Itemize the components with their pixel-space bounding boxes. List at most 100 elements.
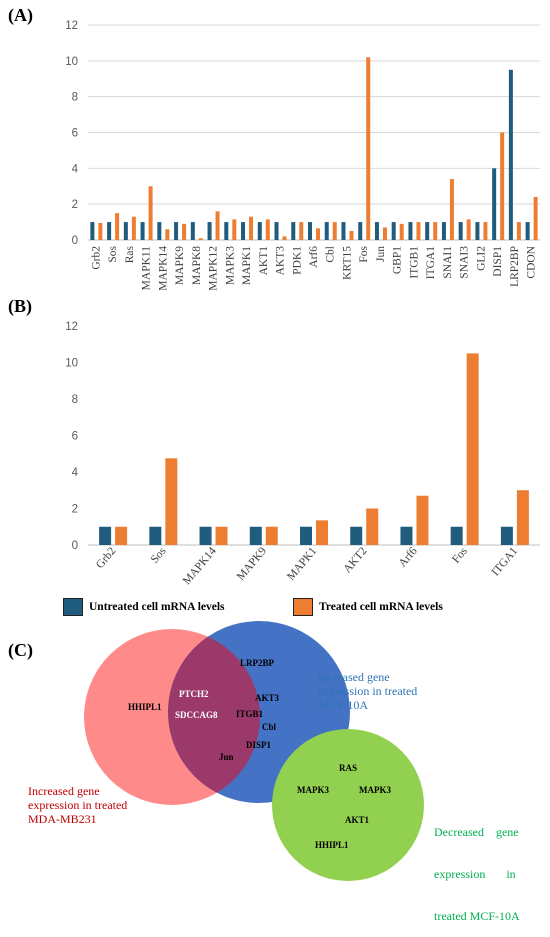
panel-label-c: (C) [8,640,33,660]
venn-caption-red: Increased gene expression in treated MDA… [28,784,127,826]
chart-a-bar-treated-mapk12 [215,211,220,240]
chart-a-bar-untreated-itga1 [425,222,430,240]
chart-b-bar-treated-arf6 [416,495,429,545]
venn-caption-green: Decreased gene expression in treated MCF… [434,797,520,937]
chart-a-bar-treated-arf6 [316,228,320,240]
venn-overlap-red-blue [168,629,260,803]
chart-a-xlabel-mapk1: MAPK1 [241,246,253,285]
venn-caption-blue: Increased gene expression in treated MCF… [318,670,417,712]
chart-a-bar-treated-cbl [332,222,337,240]
venn-label-green-0: RAS [339,763,357,773]
chart-a-bar-untreated-mapk11 [140,222,145,240]
venn-caption-blue-line-1: expression in treated [318,684,418,698]
chart-a-bar-treated-pdk1 [299,222,304,240]
chart-a-xlabel-jun: Jun [375,246,387,262]
chart-b-bar-untreated-arf6 [400,526,413,545]
chart-a-bar-treated-mapk14 [165,229,170,240]
chart-a-xlabel-arf6: Arf6 [308,246,320,268]
chart-a-bar-treated-mapk9 [182,223,187,240]
chart-a-xlabel-sos: Sos [107,245,119,262]
chart-a-xlabel-itgb1: ITGB1 [408,246,420,279]
chart-a-bar-treated-grb2 [98,222,103,240]
chart-b-bar-untreated-mapk14 [199,526,212,545]
chart-b-bar-treated-mapk1 [316,520,328,545]
venn-label-green-4: HHIPL1 [315,840,349,850]
venn-label-blue-3: Cbl [262,722,277,732]
chart-a-xlabel-gbp1: GBP1 [392,246,404,274]
venn-caption-red-line-1: expression in treated [28,798,128,812]
chart-a-xlabel-ras: Ras [124,245,136,263]
chart-a-bar-untreated-sos [107,222,112,240]
chart-a-bar-untreated-akt1 [257,222,262,240]
chart-a-bar-untreated-pdk1 [291,222,296,240]
chart-a-bar-treated-mapk8 [198,238,203,240]
chart-a-xlabel-mapk3: MAPK3 [224,246,236,285]
chart-a-bar-untreated-cdon [525,222,530,240]
chart-a-bar-treated-jun [382,227,387,240]
chart-a-xlabel-fos: Fos [358,245,370,262]
chart-b-bar-untreated-fos [450,526,463,545]
venn-caption-red-line-2: MDA-MB231 [28,812,97,826]
legend-swatch-treated [293,598,313,616]
chart-a-bar-treated-disp1 [500,132,505,240]
chart-b-bar-treated-grb2 [115,526,128,545]
chart-a-bar-treated-krt15 [349,231,354,240]
chart-a-bar-treated-lrp2bp [516,222,521,240]
chart-a-ytick-4: 8 [72,92,78,104]
chart-a-bar-untreated-mapk3 [224,222,229,240]
chart-a-bar-untreated-disp1 [492,168,497,240]
chart-a-xlabel-snai3: SNAI3 [459,246,471,279]
venn-caption-red-line-0: Increased gene [28,784,100,798]
chart-a-bar-untreated-mapk9 [174,222,179,240]
chart-a-bar-untreated-snai1 [441,222,446,240]
chart-a-bar-treated-mapk1 [249,216,254,240]
chart-a-bar-treated-mapk3 [232,219,237,240]
chart-a-bar-untreated-itgb1 [408,222,413,240]
chart-a-bar-untreated-mapk1 [241,222,246,240]
chart-a-bar-untreated-mapk14 [157,222,162,240]
chart-b-bar-treated-mapk14 [215,526,228,545]
legend-label-treated: Treated cell mRNA levels [319,601,443,613]
chart-a-xlabel-mapk9: MAPK9 [174,246,186,285]
chart-b-bar-treated-akt2 [366,508,379,545]
chart-a-bar-treated-akt1 [265,219,270,240]
chart-a-bar-untreated-gbp1 [391,222,396,240]
chart-legend: Untreated cell mRNA levels Treated cell … [63,598,523,618]
chart-a-ytick-6: 12 [65,20,78,32]
chart-a-xlabel-grb2: Grb2 [90,246,102,270]
chart-a-bar-untreated-arf6 [308,222,312,240]
chart-a-bar-untreated-grb2 [90,222,95,240]
chart-a-bar-untreated-akt3 [274,222,279,240]
chart-a-bar-treated-cdon [533,197,538,240]
venn-diagram: HHIPL1 PTCH2 SDCCAG8 LRP2BP AKT3 ITGB1 C… [84,621,424,881]
chart-a-bar-untreated-lrp2bp [508,69,513,241]
chart-a-ytick-0: 0 [72,235,78,247]
chart-a-bar-treated-ras [131,216,136,240]
chart-a-bar-untreated-fos [358,222,363,240]
venn-circle-green [272,729,424,881]
chart-b-bar-untreated-akt2 [350,526,363,545]
chart-a-xlabel-akt3: AKT3 [275,246,287,276]
chart-a-bar-treated-akt3 [282,236,287,240]
chart-a-xlabel-cdon: CDON [526,245,538,278]
legend-item-treated: Treated cell mRNA levels [293,598,443,616]
chart-a-bar-treated-snai3 [466,219,471,240]
chart-a-ytick-1: 2 [72,199,78,211]
chart-b-ytick-5: 10 [65,358,78,370]
chart-b-bar-treated-itga1 [516,490,529,545]
venn-label-green-2: MAPK3 [359,785,391,795]
chart-a-xlabel-mapk8: MAPK8 [191,246,203,285]
chart-a-bar-treated-snai1 [449,179,454,240]
chart-a-xlabel-mapk14: MAPK14 [157,246,169,291]
chart-b-ytick-2: 4 [72,467,79,479]
legend-item-untreated: Untreated cell mRNA levels [63,598,225,616]
chart-a-xlabel-snai1: SNAI1 [442,246,454,279]
chart-a-xlabel-mapk11: MAPK11 [141,246,153,291]
chart-a-bar-untreated-gli2 [475,222,480,240]
chart-a-bar-untreated-krt15 [341,222,346,240]
panel-label-a: (A) [8,5,33,25]
chart-a-bar-untreated-snai3 [458,222,463,240]
chart-a-bar-treated-fos [366,57,371,240]
chart-b-ytick-3: 6 [72,431,78,443]
venn-caption-green-line-2: treated MCF-10A [434,909,520,923]
